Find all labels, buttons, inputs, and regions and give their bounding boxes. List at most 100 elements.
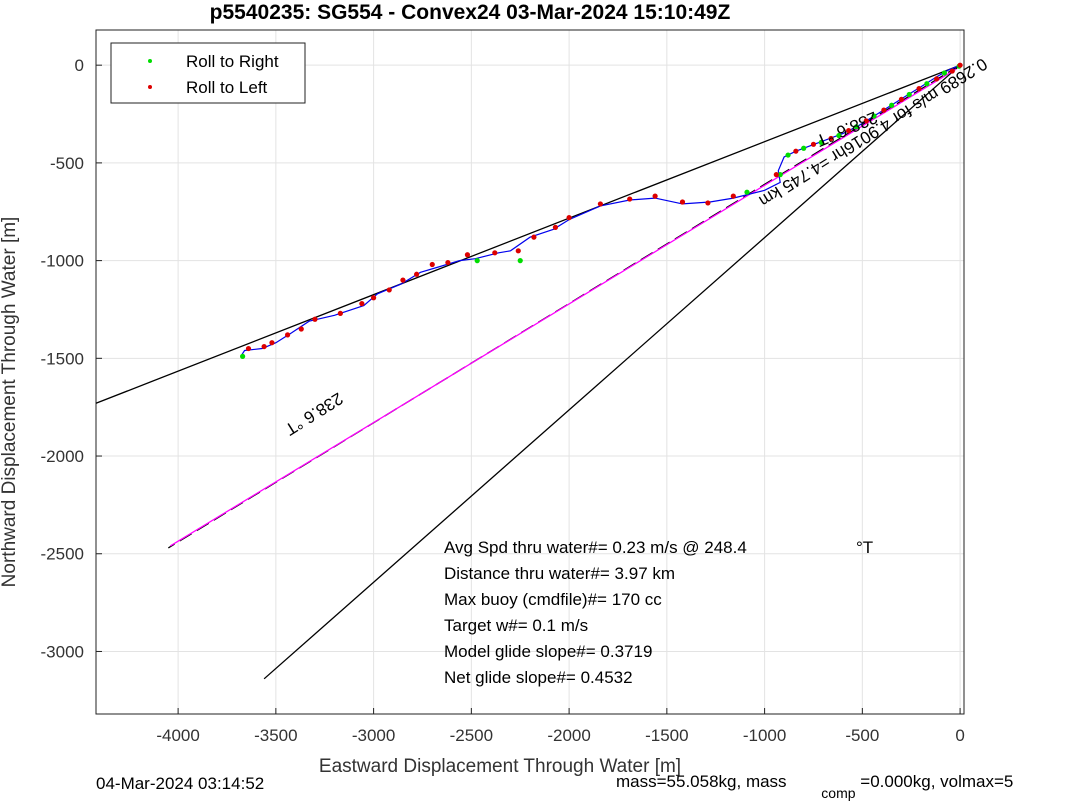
roll-left-point (312, 316, 318, 322)
heading-line-upper (95, 64, 961, 404)
x-axis-ticks: -4000 -3500 -3000 -2500 -2000 -1500 -1000 -500 0 (156, 708, 965, 745)
roll-left-point (898, 96, 905, 102)
roll-left-point (730, 193, 736, 199)
x-tick-label: 0 (955, 726, 964, 745)
roll-left-point (881, 107, 887, 113)
glider-track-line (240, 64, 961, 357)
roll-left-point (269, 340, 275, 346)
roll-right-point (785, 152, 791, 158)
annotation-avg-speed: Avg Spd thru water#= 0.23 m/s @ 248.4 (444, 538, 747, 557)
x-tick-label: -3500 (254, 726, 297, 745)
roll-left-point (793, 148, 799, 154)
roll-right-point (240, 353, 246, 359)
heading-line-lower (263, 64, 961, 680)
roll-left-point (679, 199, 686, 205)
roll-left-point (492, 250, 498, 256)
roll-left-point (386, 287, 392, 293)
x-tick-label: -1500 (645, 726, 688, 745)
roll-left-point (863, 118, 869, 124)
roll-left-point (414, 271, 420, 277)
annotation-net-glide: Net glide slope#= 0.4532 (444, 668, 633, 687)
legend-marker-roll-left (148, 85, 152, 89)
x-tick-label: -2500 (450, 726, 493, 745)
roll-right-point (853, 124, 860, 130)
roll-left-point (652, 193, 658, 199)
y-tick-label: -500 (50, 154, 84, 173)
x-tick-label: -2000 (547, 726, 590, 745)
x-tick-label: -1000 (743, 726, 786, 745)
roll-right-point (777, 172, 783, 178)
roll-right-point (941, 70, 948, 76)
roll-left-point (531, 234, 537, 240)
roll-left-point (828, 135, 834, 142)
roll-markers (240, 62, 963, 359)
rotated-label-2: 238.6 °T (282, 389, 347, 439)
roll-right-point (517, 258, 523, 264)
chart-title: p5540235: SG554 - Convex24 03-Mar-2024 1… (210, 1, 731, 24)
roll-left-point (949, 68, 955, 74)
roll-left-point (298, 326, 304, 332)
roll-left-point (957, 62, 963, 68)
reference-lines (95, 64, 961, 680)
roll-left-point (400, 277, 406, 283)
legend-label-roll-left: Roll to Left (186, 78, 268, 97)
roll-left-point (597, 201, 603, 207)
annotation-avg-speed-unit: °T (856, 538, 873, 557)
current-line-magenta (169, 68, 957, 547)
roll-left-point (429, 261, 435, 268)
y-tick-label: -2500 (41, 545, 84, 564)
roll-left-point (934, 76, 940, 82)
roll-right-point (871, 113, 877, 119)
y-tick-label: -1000 (41, 252, 84, 271)
x-axis-label: Eastward Displacement Through Water [m] (319, 756, 681, 777)
roll-left-point (261, 343, 267, 350)
annotation-distance: Distance thru water#= 3.97 km (444, 564, 675, 583)
x-tick-label: -500 (845, 726, 879, 745)
x-tick-label: -3000 (352, 726, 395, 745)
legend: Roll to Right Roll to Left (110, 42, 306, 104)
y-tick-label: -1500 (41, 349, 84, 368)
roll-left-point (846, 128, 852, 134)
plot-frame (95, 29, 965, 715)
roll-left-point (566, 215, 572, 221)
rotated-label-1: 0.2689 m/s for 4.9016hr =4.745 km (756, 54, 991, 211)
roll-left-point (773, 172, 779, 178)
roll-left-point (705, 200, 711, 206)
roll-left-point (359, 301, 365, 307)
roll-left-point (627, 196, 633, 202)
track-group (240, 64, 961, 357)
footer-mass-prefix: mass=55.058kg, mass (616, 772, 787, 791)
x-tick-label: -4000 (156, 726, 199, 745)
y-tick-label: -2000 (41, 447, 84, 466)
roll-right-point (924, 81, 930, 87)
roll-right-point (801, 145, 807, 151)
roll-right-point (744, 189, 750, 195)
annotation-max-buoy: Max buoy (cmdfile)#= 170 cc (444, 590, 662, 609)
roll-left-point (371, 295, 377, 301)
grid (96, 30, 964, 714)
roll-right-point (836, 132, 842, 139)
roll-left-point (552, 224, 559, 230)
roll-left-point (810, 141, 817, 147)
y-tick-label: -3000 (41, 642, 84, 661)
footer-mass-subscript: comp (821, 785, 855, 801)
annotation-target-w: Target w#= 0.1 m/s (444, 616, 588, 635)
roll-right-point (906, 91, 912, 98)
roll-left-point (245, 345, 252, 352)
roll-left-point (337, 310, 343, 316)
footer-mass-suffix: =0.000kg, volmax=5 (860, 772, 1013, 791)
stats-annotation: Avg Spd thru water#= 0.23 m/s @ 248.4 °T… (444, 538, 873, 687)
footer-timestamp: 04-Mar-2024 03:14:52 (96, 774, 264, 793)
y-axis-label: Northward Displacement Through Water [m] (0, 217, 20, 588)
roll-right-point (818, 139, 824, 145)
y-axis-ticks: 0 -500 -1000 -1500 -2000 -2500 -3000 (41, 56, 102, 661)
footer-mass: mass=55.058kg, mass comp =0.000kg, volma… (616, 772, 1013, 801)
roll-left-point (464, 252, 471, 258)
legend-label-roll-right: Roll to Right (186, 52, 279, 71)
roll-left-point (515, 248, 521, 254)
roll-left-point (916, 86, 922, 92)
legend-box (110, 42, 306, 104)
annotation-model-glide: Model glide slope#= 0.3719 (444, 642, 652, 661)
y-tick-label: 0 (75, 56, 84, 75)
